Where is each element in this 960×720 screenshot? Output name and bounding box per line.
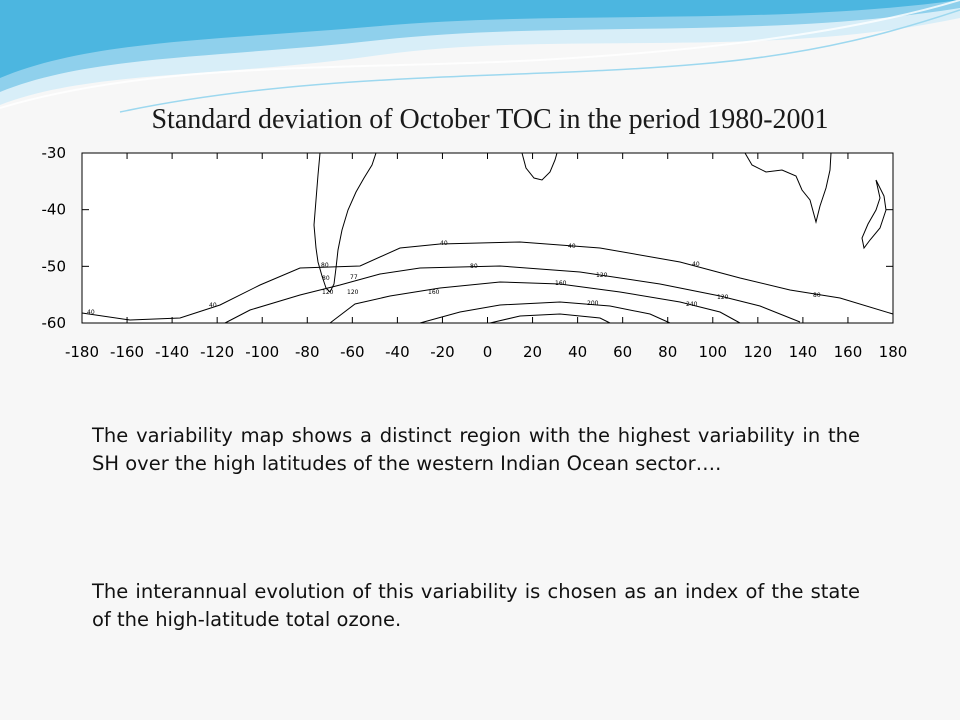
contour-label: 200: [587, 300, 599, 307]
y-axis-tick-labels: -30 -40 -50 -60: [42, 144, 67, 332]
y-tick-label: -60: [42, 314, 67, 332]
africa-coastline: [521, 152, 558, 181]
contour-label: 120: [347, 289, 359, 296]
x-tick-label: 120: [744, 343, 773, 361]
contour-label: 240: [686, 301, 698, 308]
contour-label: 40: [87, 309, 95, 316]
contour-label: 120: [717, 294, 729, 301]
x-tick-label: -120: [200, 343, 234, 361]
x-tick-label: -40: [385, 343, 410, 361]
x-tick-label: -20: [430, 343, 455, 361]
paragraph-variability-description: The variability map shows a distinct reg…: [92, 424, 860, 475]
contour-120: [329, 281, 741, 324]
map-frame: [81, 152, 894, 324]
y-tick-label: -30: [42, 144, 67, 162]
x-tick-label: 160: [834, 343, 863, 361]
x-tick-label: -100: [245, 343, 279, 361]
contour-label: 77: [350, 274, 358, 281]
x-tick-label: 140: [789, 343, 818, 361]
x-tick-label: 80: [658, 343, 677, 361]
contour-label: 120: [596, 272, 608, 279]
x-tick-label: 20: [523, 343, 542, 361]
x-axis-tick-labels: -180 -160 -140 -120 -100 -80 -60 -40 -20 0 20 40 60 8…: [65, 343, 907, 361]
contour-label: 80: [322, 275, 330, 282]
contour-40: [81, 241, 894, 321]
contour-200: [489, 313, 611, 324]
contour-label: 120: [322, 289, 334, 296]
x-tick-label: 100: [698, 343, 727, 361]
contour-label: 40: [209, 302, 217, 309]
x-tick-label: 40: [568, 343, 587, 361]
x-tick-label: -140: [155, 343, 189, 361]
contour-label: 80: [470, 263, 478, 270]
x-tick-label: -80: [295, 343, 320, 361]
contour-label: 80: [321, 262, 329, 269]
contour-label: 160: [555, 280, 567, 287]
contour-label: 160: [428, 289, 440, 296]
x-tick-label: -180: [65, 343, 99, 361]
decorative-waves-header: [0, 0, 960, 113]
south-america-coastline: [313, 152, 377, 293]
x-tick-label: 60: [613, 343, 632, 361]
new-zealand-coastline: [861, 179, 887, 250]
y-tick-label: -40: [42, 201, 67, 219]
x-tick-label: 0: [483, 343, 493, 361]
y-tick-label: -50: [42, 257, 67, 275]
x-tick-label: 180: [879, 343, 908, 361]
slide-title: Standard deviation of October TOC in the…: [151, 104, 829, 135]
australia-coastline: [744, 152, 832, 224]
paragraph-index-description: The interannual evolution of this variab…: [92, 580, 860, 631]
contour-label: 40: [568, 243, 576, 250]
contour-160: [419, 301, 671, 324]
x-axis-tick-marks: [81, 153, 894, 323]
y-axis-tick-marks: [82, 152, 893, 324]
contour-label: 40: [440, 240, 448, 247]
contour-label: 40: [692, 261, 700, 268]
x-tick-label: -160: [110, 343, 144, 361]
contour-label: 80: [813, 292, 821, 299]
contour-labels: 40 40 40 40 40 80 80 80 80 120 120 120 160 160 200 240 7…: [87, 240, 821, 316]
contour-80: [224, 265, 801, 324]
x-tick-label: -60: [340, 343, 365, 361]
